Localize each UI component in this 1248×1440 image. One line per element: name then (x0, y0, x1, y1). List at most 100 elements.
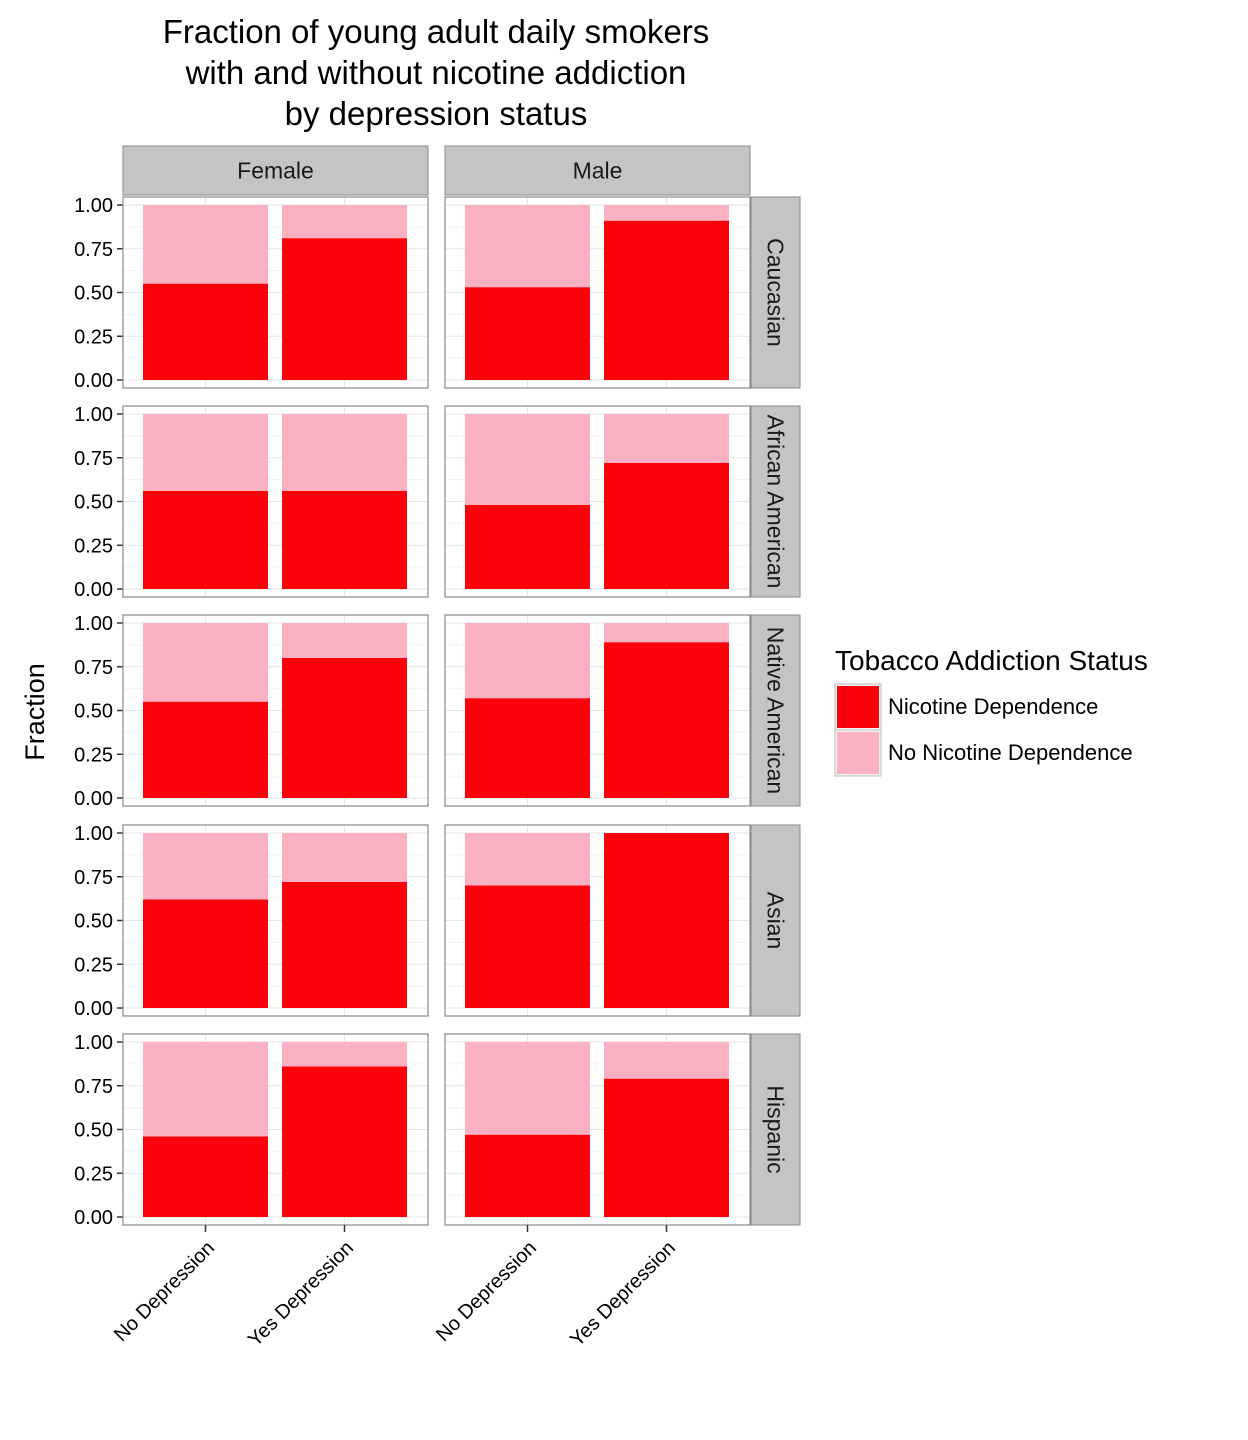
bar-no-nicotine-dependence-yes-depression (282, 414, 407, 491)
strip-asian (750, 824, 801, 1017)
strip-male (444, 145, 751, 196)
strip-label-caucasian: Caucasian (763, 238, 789, 347)
chart-title-line-2: with and without nicotine addiction (185, 54, 687, 91)
legend-label-nicotine-dependence: Nicotine Dependence (888, 694, 1098, 719)
bar-nicotine-dependence-yes-depression (604, 833, 729, 1008)
bar-nicotine-dependence-yes-depression (604, 463, 729, 589)
y-tick-label: 0.75 (74, 1076, 113, 1098)
y-tick-label: 1.00 (74, 1032, 113, 1054)
bar-no-nicotine-dependence-yes-depression (604, 414, 729, 463)
strip-label-african-american: African American (763, 415, 789, 589)
x-tick-label-yes-depression: Yes Depression (566, 1237, 680, 1351)
x-tick-label-no-depression: No Depression (110, 1237, 219, 1346)
y-tick-label: 1.00 (74, 195, 113, 217)
y-tick-label: 0.50 (74, 283, 113, 305)
strip-female (122, 145, 429, 196)
panel-border (444, 1033, 751, 1226)
panel-border (122, 614, 429, 807)
y-tick-label: 0.50 (74, 492, 113, 514)
x-tick-label-no-depression: No Depression (432, 1237, 541, 1346)
bar-no-nicotine-dependence-no-depression (143, 623, 268, 702)
bar-nicotine-dependence-yes-depression (282, 882, 407, 1008)
y-tick-label: 1.00 (74, 404, 113, 426)
y-tick-label: 0.50 (74, 701, 113, 723)
bar-no-nicotine-dependence-no-depression (465, 623, 590, 699)
y-tick-label: 0.25 (74, 744, 113, 766)
strip-label-male: Male (573, 158, 623, 184)
bar-no-nicotine-dependence-yes-depression (282, 1042, 407, 1067)
bar-nicotine-dependence-no-depression (143, 899, 268, 1008)
strip-label-hispanic: Hispanic (763, 1085, 789, 1173)
strip-hispanic (750, 1033, 801, 1226)
bar-nicotine-dependence-no-depression (143, 491, 268, 589)
panel-hispanic-female (122, 1033, 429, 1226)
bar-no-nicotine-dependence-no-depression (143, 833, 268, 900)
panel-border (122, 405, 429, 598)
panel-african-american-male (444, 405, 751, 598)
bar-nicotine-dependence-no-depression (143, 701, 268, 798)
strip-native-american (750, 614, 801, 807)
bar-no-nicotine-dependence-no-depression (143, 1042, 268, 1137)
y-tick-label: 0.75 (74, 448, 113, 470)
bar-no-nicotine-dependence-no-depression (143, 414, 268, 491)
bar-nicotine-dependence-yes-depression (604, 642, 729, 798)
x-tick-label-yes-depression: Yes Depression (244, 1237, 358, 1351)
panel-border (444, 405, 751, 598)
y-tick-label: 0.50 (74, 1120, 113, 1142)
bar-nicotine-dependence-yes-depression (604, 1078, 729, 1217)
bar-no-nicotine-dependence-yes-depression (282, 833, 407, 882)
strip-label-female: Female (237, 158, 314, 184)
chart-title-line-3: by depression status (285, 95, 588, 132)
legend-swatch-no-nicotine-dependence (837, 732, 879, 774)
legend-label-no-nicotine-dependence: No Nicotine Dependence (888, 740, 1133, 765)
panel-border (122, 196, 429, 389)
panel-border (444, 614, 751, 807)
strip-caucasian (750, 196, 801, 389)
bar-nicotine-dependence-yes-depression (604, 220, 729, 380)
strip-label-asian: Asian (763, 892, 789, 950)
bar-nicotine-dependence-no-depression (465, 698, 590, 798)
y-tick-label: 0.25 (74, 1163, 113, 1185)
legend-title: Tobacco Addiction Status (835, 645, 1148, 676)
y-tick-label: 1.00 (74, 823, 113, 845)
y-tick-label: 0.25 (74, 954, 113, 976)
panel-border (122, 824, 429, 1017)
bar-no-nicotine-dependence-no-depression (465, 1042, 590, 1135)
y-tick-label: 0.00 (74, 370, 113, 392)
y-tick-label: 0.00 (74, 998, 113, 1020)
panel-asian-female (122, 824, 429, 1017)
panel-asian-male (444, 824, 751, 1017)
panel-native-american-male (444, 614, 751, 807)
bar-nicotine-dependence-yes-depression (282, 1066, 407, 1217)
panel-border (444, 196, 751, 389)
y-tick-label: 0.00 (74, 1207, 113, 1229)
panel-native-american-female (122, 614, 429, 807)
y-tick-label: 0.00 (74, 579, 113, 601)
bar-nicotine-dependence-no-depression (465, 287, 590, 380)
chart-title-line-1: Fraction of young adult daily smokers (163, 13, 710, 50)
bar-nicotine-dependence-yes-depression (282, 658, 407, 798)
panel-border (122, 1033, 429, 1226)
bar-nicotine-dependence-no-depression (465, 885, 590, 1008)
y-tick-label: 0.25 (74, 326, 113, 348)
panel-caucasian-female (122, 196, 429, 389)
panel-border (444, 824, 751, 1017)
legend-swatch-nicotine-dependence (837, 686, 879, 728)
panel-african-american-female (122, 405, 429, 598)
bar-no-nicotine-dependence-no-depression (465, 414, 590, 505)
facet-panels: Female Male Caucasian 0.00 0.25 0.50 0.75 1.00 A… (74, 145, 801, 1351)
bar-no-nicotine-dependence-no-depression (143, 205, 268, 284)
y-axis-title: Fraction (20, 663, 50, 761)
strip-african-american (750, 405, 801, 598)
bar-no-nicotine-dependence-yes-depression (282, 205, 407, 239)
bar-nicotine-dependence-no-depression (465, 1134, 590, 1217)
bar-nicotine-dependence-yes-depression (282, 238, 407, 380)
bar-no-nicotine-dependence-no-depression (465, 833, 590, 886)
bar-no-nicotine-dependence-yes-depression (604, 205, 729, 221)
bar-nicotine-dependence-no-depression (143, 283, 268, 380)
panel-caucasian-male (444, 196, 751, 389)
bar-nicotine-dependence-no-depression (465, 505, 590, 589)
chart-title: Fraction of young adult daily smokers wi… (163, 13, 710, 132)
panel-hispanic-male (444, 1033, 751, 1226)
